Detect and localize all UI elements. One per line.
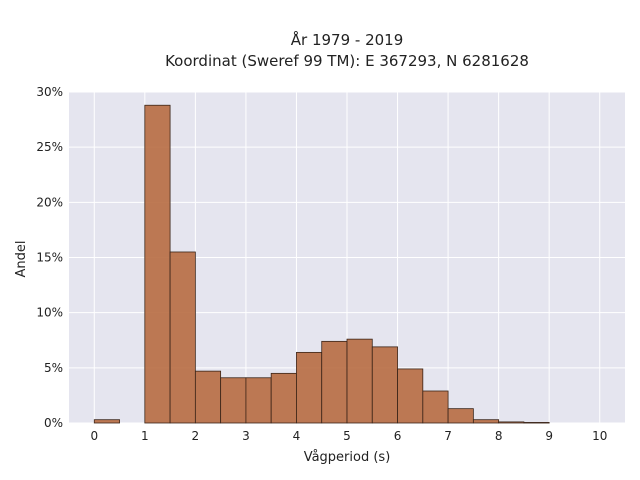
histogram-bar: [447, 408, 474, 424]
x-tick-label: 3: [242, 429, 250, 443]
histogram-bar: [498, 421, 525, 424]
y-axis-ticks: 0% 5% 10% 15% 20% 25% 30%: [36, 85, 63, 430]
y-axis-label: Andel: [14, 241, 29, 278]
histogram-bar: [270, 372, 297, 424]
histogram-bar: [397, 368, 424, 424]
y-tick-label: 15%: [36, 251, 63, 265]
x-tick-label: 8: [495, 429, 503, 443]
y-tick-label: 5%: [44, 361, 63, 375]
histogram-bar: [371, 346, 398, 424]
histogram-bar: [346, 338, 373, 424]
histogram-bar: [523, 422, 550, 424]
histogram-bar: [296, 351, 323, 424]
histogram-bar: [422, 390, 449, 424]
bars: [93, 104, 550, 424]
x-tick-label: 5: [343, 429, 351, 443]
x-tick-label: 4: [293, 429, 301, 443]
histogram-bar: [194, 370, 222, 424]
y-tick-label: 30%: [36, 85, 63, 99]
histogram-bar: [472, 419, 500, 424]
histogram-bar: [93, 419, 120, 424]
histogram-bar: [220, 377, 247, 424]
chart-title: År 1979 - 2019: [291, 30, 404, 49]
chart-subtitle: Koordinat (Sweref 99 TM): E 367293, N 62…: [165, 52, 529, 70]
histogram-bar: [245, 377, 272, 424]
x-tick-label: 6: [394, 429, 402, 443]
x-tick-label: 9: [545, 429, 553, 443]
x-tick-label: 2: [192, 429, 200, 443]
y-tick-label: 10%: [36, 306, 63, 320]
x-tick-label: 0: [90, 429, 98, 443]
histogram-bar: [169, 251, 196, 424]
x-axis-label: Vågperiod (s): [304, 450, 391, 465]
histogram-bar: [321, 340, 348, 424]
y-tick-label: 20%: [36, 195, 63, 209]
x-tick-label: 1: [141, 429, 149, 443]
y-tick-label: 25%: [36, 140, 63, 154]
x-axis-ticks: 0 1 2 3 4 5 6 7 8 9 10: [90, 429, 607, 443]
x-tick-label: 10: [592, 429, 607, 443]
y-tick-label: 0%: [44, 416, 63, 430]
x-tick-label: 7: [444, 429, 452, 443]
histogram-bar: [144, 104, 171, 424]
